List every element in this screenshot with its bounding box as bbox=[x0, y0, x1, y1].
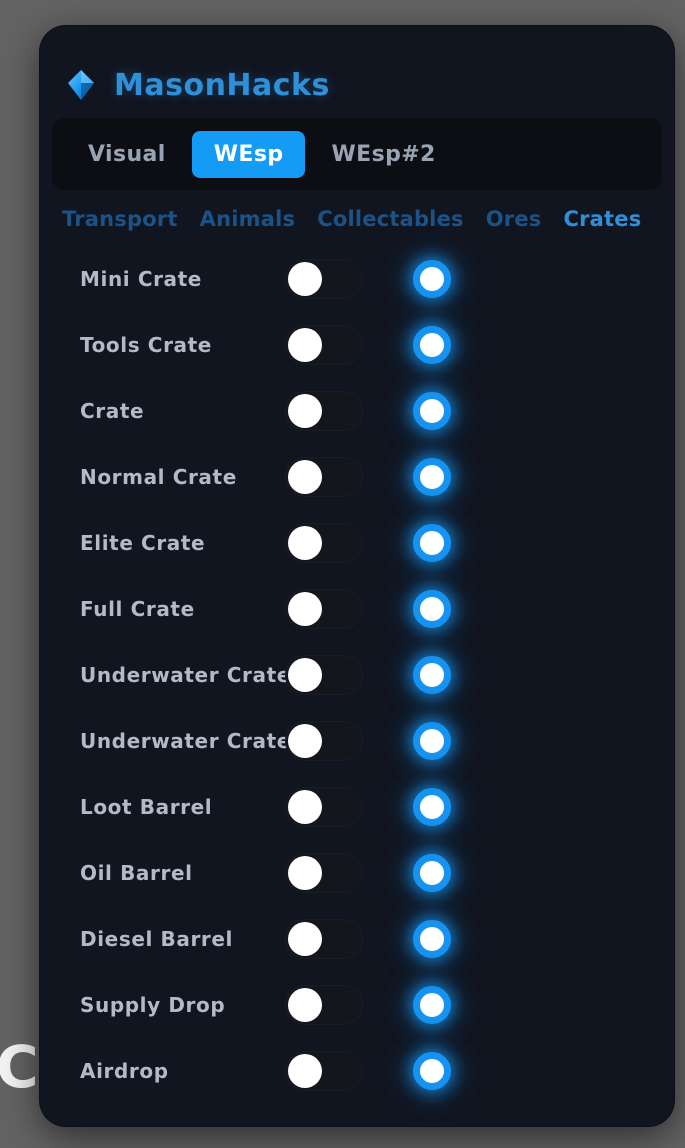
option-toggle[interactable] bbox=[285, 655, 363, 695]
option-toggle[interactable] bbox=[285, 523, 363, 563]
option-color-swatch[interactable] bbox=[413, 722, 451, 760]
option-color-swatch[interactable] bbox=[413, 458, 451, 496]
subnav-item-crates[interactable]: Crates bbox=[563, 207, 642, 231]
option-toggle[interactable] bbox=[285, 391, 363, 431]
toggle-knob bbox=[288, 328, 322, 362]
option-row: Underwater Crate bbox=[40, 642, 674, 708]
option-toggle[interactable] bbox=[285, 853, 363, 893]
option-row: Normal Crate bbox=[40, 444, 674, 510]
option-row: Loot Barrel bbox=[40, 774, 674, 840]
toggle-knob bbox=[288, 460, 322, 494]
option-row: Full Crate bbox=[40, 576, 674, 642]
option-color-swatch[interactable] bbox=[413, 986, 451, 1024]
option-row: Elite Crate bbox=[40, 510, 674, 576]
toggle-knob bbox=[288, 394, 322, 428]
option-label: Underwater Crate bbox=[80, 663, 291, 687]
toggle-knob bbox=[288, 658, 322, 692]
toggle-knob bbox=[288, 988, 322, 1022]
toggle-knob bbox=[288, 856, 322, 890]
option-label: Supply Drop bbox=[80, 993, 226, 1017]
toggle-knob bbox=[288, 922, 322, 956]
toggle-knob bbox=[288, 1054, 322, 1088]
option-color-swatch[interactable] bbox=[413, 326, 451, 364]
subnav-item-animals[interactable]: Animals bbox=[199, 207, 296, 231]
option-toggle[interactable] bbox=[285, 985, 363, 1025]
option-label: Mini Crate bbox=[80, 267, 202, 291]
option-label: Underwater Crate bbox=[80, 729, 291, 753]
option-label: Airdrop bbox=[80, 1059, 169, 1083]
option-list: Mini Crate Tools Crate Crate Normal Crate El… bbox=[40, 242, 674, 1104]
option-row: Tools Crate bbox=[40, 312, 674, 378]
option-row: Airdrop bbox=[40, 1038, 674, 1104]
option-row: Mini Crate bbox=[40, 246, 674, 312]
option-toggle[interactable] bbox=[285, 589, 363, 629]
tab-wesp[interactable]: WEsp bbox=[191, 130, 306, 178]
option-toggle[interactable] bbox=[285, 919, 363, 959]
option-color-swatch[interactable] bbox=[413, 590, 451, 628]
option-row: Oil Barrel bbox=[40, 840, 674, 906]
option-label: Normal Crate bbox=[80, 465, 237, 489]
option-color-swatch[interactable] bbox=[413, 524, 451, 562]
toggle-knob bbox=[288, 262, 322, 296]
sub-navigation: Transport Animals Collectables Ores Crat… bbox=[40, 190, 674, 242]
option-label: Loot Barrel bbox=[80, 795, 213, 819]
option-color-swatch[interactable] bbox=[413, 656, 451, 694]
option-toggle[interactable] bbox=[285, 787, 363, 827]
option-toggle[interactable] bbox=[285, 259, 363, 299]
option-row: Underwater Crate bbox=[40, 708, 674, 774]
option-toggle[interactable] bbox=[285, 1051, 363, 1091]
option-label: Full Crate bbox=[80, 597, 195, 621]
option-toggle[interactable] bbox=[285, 325, 363, 365]
option-toggle[interactable] bbox=[285, 721, 363, 761]
option-color-swatch[interactable] bbox=[413, 788, 451, 826]
option-color-swatch[interactable] bbox=[413, 392, 451, 430]
diamond-crystal-icon bbox=[62, 66, 100, 104]
option-label: Diesel Barrel bbox=[80, 927, 233, 951]
tab-wesp-2[interactable]: WEsp#2 bbox=[331, 141, 436, 167]
option-color-swatch[interactable] bbox=[413, 920, 451, 958]
option-label: Tools Crate bbox=[80, 333, 212, 357]
mason-hacks-panel: MasonHacks Visual WEsp WEsp#2 Transport … bbox=[40, 26, 674, 1126]
subnav-item-ores[interactable]: Ores bbox=[485, 207, 542, 231]
option-row: Supply Drop bbox=[40, 972, 674, 1038]
option-color-swatch[interactable] bbox=[413, 854, 451, 892]
toggle-knob bbox=[288, 592, 322, 626]
tab-bar: Visual WEsp WEsp#2 bbox=[52, 118, 662, 190]
toggle-knob bbox=[288, 724, 322, 758]
option-toggle[interactable] bbox=[285, 457, 363, 497]
toggle-knob bbox=[288, 790, 322, 824]
toggle-knob bbox=[288, 526, 322, 560]
option-label: Crate bbox=[80, 399, 145, 423]
option-color-swatch[interactable] bbox=[413, 1052, 451, 1090]
option-color-swatch[interactable] bbox=[413, 260, 451, 298]
tab-visual[interactable]: Visual bbox=[88, 141, 166, 167]
page-title: MasonHacks bbox=[114, 67, 330, 103]
option-row: Diesel Barrel bbox=[40, 906, 674, 972]
subnav-item-collectables[interactable]: Collectables bbox=[317, 207, 464, 231]
panel-header: MasonHacks bbox=[40, 26, 674, 118]
option-row: Crate bbox=[40, 378, 674, 444]
subnav-item-transport[interactable]: Transport bbox=[62, 207, 178, 231]
option-label: Elite Crate bbox=[80, 531, 206, 555]
option-label: Oil Barrel bbox=[80, 861, 193, 885]
